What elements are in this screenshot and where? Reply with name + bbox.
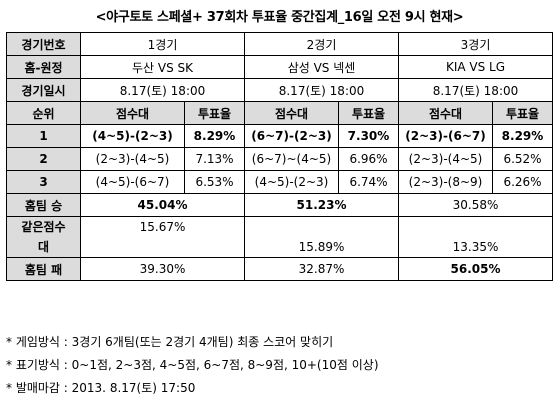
game-3-home-win: 30.58% (398, 193, 553, 217)
game-1-rank-1-score: (4~5)-(2~3) (80, 124, 185, 148)
game-2-rank-2-rate: 6.96% (338, 147, 399, 171)
game-3-home-lose: 56.05% (398, 257, 553, 281)
row-datetime: 경기일시 8.17(토) 18:00 8.17(토) 18:00 8.17(토)… (6, 78, 553, 102)
game-2-home-lose: 32.87% (244, 257, 399, 281)
note-notation: * 표기방식 : 0~1점, 2~3점, 4~5점, 6~7점, 8~9점, 1… (6, 358, 379, 372)
game-3-rank-3-rate: 6.26% (492, 170, 553, 194)
game-2-rate-header: 투표율 (338, 101, 399, 125)
label-game-number: 경기번호 (6, 32, 81, 56)
game-3-same-score: 13.35% (398, 216, 553, 258)
rank-2-label: 2 (6, 147, 81, 171)
game-2-number: 2경기 (244, 32, 399, 56)
game-3-score-header: 점수대 (398, 101, 493, 125)
game-3-rank-2-score: (2~3)-(4~5) (398, 147, 493, 171)
label-home-win: 홈팀 승 (6, 193, 81, 217)
game-3-rank-3-score: (2~3)-(8~9) (398, 170, 493, 194)
label-same-score-line-1: 같은점수 (21, 220, 66, 234)
table-row-rank-1: 1 (4~5)-(2~3) 8.29% (6~7)-(2~3) 7.30% (2… (6, 124, 553, 148)
row-home-win: 홈팀 승 45.04% 51.23% 30.58% (6, 193, 553, 217)
game-2-same-score: 15.89% (244, 216, 399, 258)
note-game-method: * 게임방식 : 3경기 6개팀(또는 2경기 4개팀) 최종 스코어 맞히기 (6, 335, 334, 349)
game-1-rank-1-rate: 8.29% (184, 124, 245, 148)
game-1-same-score: 15.67% (80, 216, 245, 258)
game-3-datetime: 8.17(토) 18:00 (398, 78, 553, 102)
game-1-rate-header: 투표율 (184, 101, 245, 125)
game-2-rank-2-score: (6~7)~(4~5) (244, 147, 339, 171)
row-column-headers: 순위 점수대 투표율 점수대 투표율 점수대 투표율 (6, 101, 553, 125)
row-home-lose: 홈팀 패 39.30% 32.87% 56.05% (6, 257, 553, 281)
game-1-rank-3-rate: 6.53% (184, 170, 245, 194)
game-1-rank-2-rate: 7.13% (184, 147, 245, 171)
label-home-lose: 홈팀 패 (6, 257, 81, 281)
vote-rate-table: 경기번호 1경기 2경기 3경기 홈-원정 두산 VS SK 삼성 VS 넥센 … (6, 32, 553, 281)
game-1-rank-2-score: (2~3)-(4~5) (80, 147, 185, 171)
row-matchup: 홈-원정 두산 VS SK 삼성 VS 넥센 KIA VS LG (6, 55, 553, 79)
game-1-matchup: 두산 VS SK (80, 55, 245, 79)
game-2-datetime: 8.17(토) 18:00 (244, 78, 399, 102)
game-2-home-win: 51.23% (244, 193, 399, 217)
game-2-rank-3-score: (4~5)-(2~3) (244, 170, 339, 194)
label-rank: 순위 (6, 101, 81, 125)
table-row-rank-3: 3 (4~5)-(6~7) 6.53% (4~5)-(2~3) 6.74% (2… (6, 170, 553, 194)
rank-1-label: 1 (6, 124, 81, 148)
game-3-rank-1-rate: 8.29% (492, 124, 553, 148)
table-row-rank-2: 2 (2~3)-(4~5) 7.13% (6~7)~(4~5) 6.96% (2… (6, 147, 553, 171)
game-3-rank-1-score: (2~3)-(6~7) (398, 124, 493, 148)
game-3-rank-2-rate: 6.52% (492, 147, 553, 171)
game-2-rank-1-score: (6~7)-(2~3) (244, 124, 339, 148)
label-datetime: 경기일시 (6, 78, 81, 102)
game-2-score-header: 점수대 (244, 101, 339, 125)
label-home-away: 홈-원정 (6, 55, 81, 79)
game-2-rank-3-rate: 6.74% (338, 170, 399, 194)
game-1-rank-3-score: (4~5)-(6~7) (80, 170, 185, 194)
rank-3-label: 3 (6, 170, 81, 194)
row-game-number: 경기번호 1경기 2경기 3경기 (6, 32, 553, 56)
game-3-rate-header: 투표율 (492, 101, 553, 125)
game-1-datetime: 8.17(토) 18:00 (80, 78, 245, 102)
game-1-home-win: 45.04% (80, 193, 245, 217)
note-deadline: * 발매마감 : 2013. 8.17(토) 17:50 (6, 381, 196, 395)
game-2-matchup: 삼성 VS 넥센 (244, 55, 399, 79)
game-1-home-lose: 39.30% (80, 257, 245, 281)
game-2-rank-1-rate: 7.30% (338, 124, 399, 148)
label-same-score-line-2: 대 (37, 240, 50, 254)
page-title: <야구토토 스페셜+ 37회차 투표율 중간집계_16일 오전 9시 현재> (95, 10, 464, 25)
game-1-score-header: 점수대 (80, 101, 185, 125)
game-3-matchup: KIA VS LG (398, 55, 553, 79)
footnotes: * 게임방식 : 3경기 6개팀(또는 2경기 4개팀) 최종 스코어 맞히기 … (6, 331, 552, 400)
game-1-number: 1경기 (80, 32, 245, 56)
game-3-number: 3경기 (398, 32, 553, 56)
